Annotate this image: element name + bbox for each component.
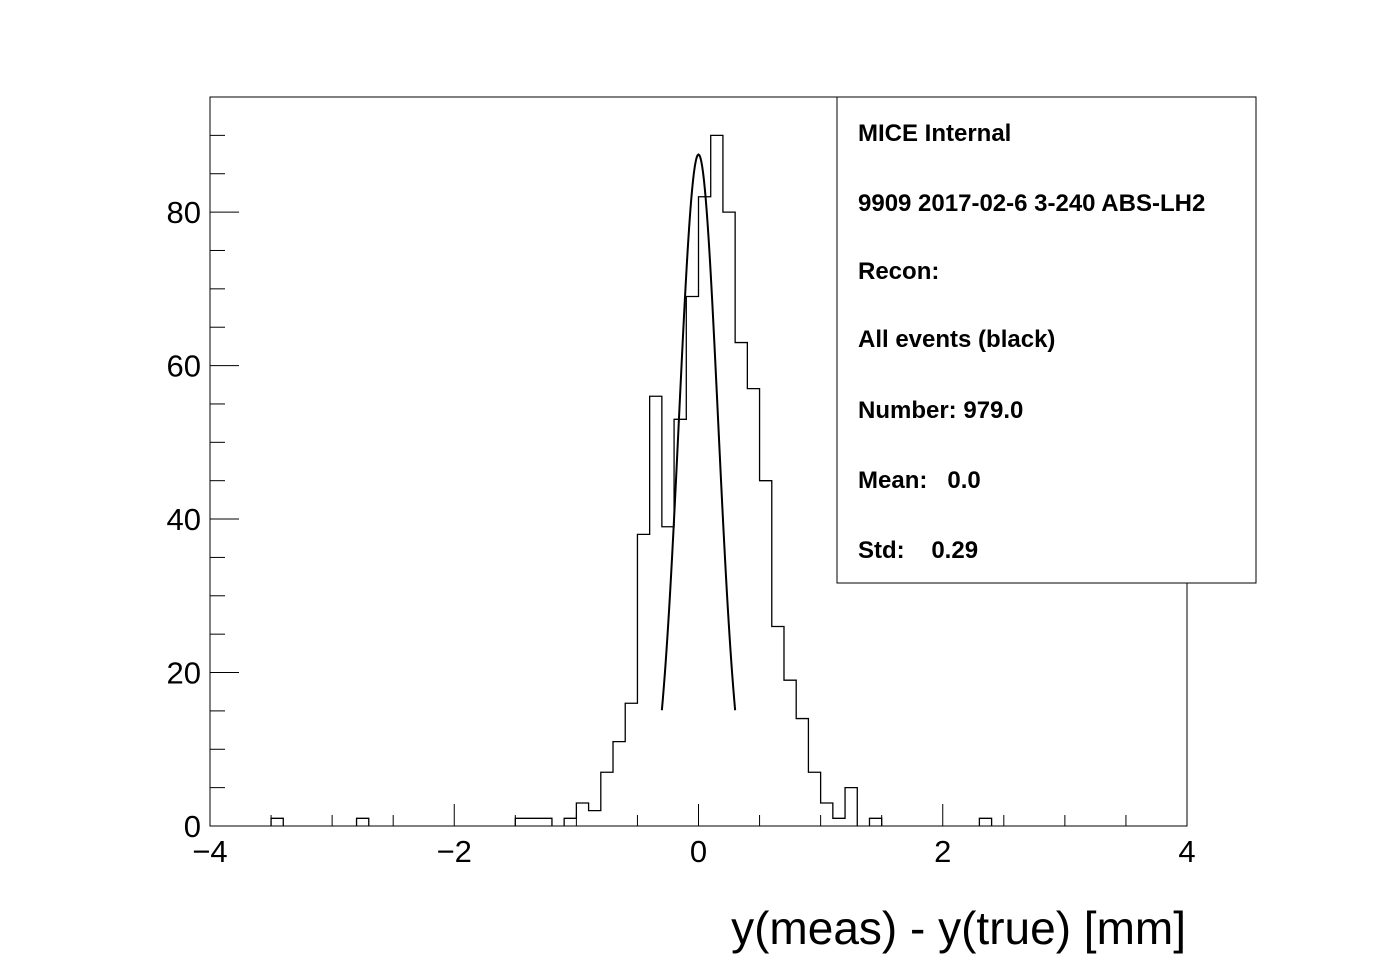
legend-line-6: Mean: 0.0 [858,467,981,494]
x-tick-label: 2 [934,834,951,869]
legend-line-5: Number: 979.0 [858,397,1023,424]
x-tick-label: 4 [1178,834,1195,869]
legend-line-1: MICE Internal [858,120,1011,147]
y-tick-label: 20 [167,656,201,691]
legend-frame [836,96,1257,584]
gaussian-fit-curve [660,153,737,711]
y-tick-label: 40 [167,502,201,537]
legend-line-4: All events (black) [858,326,1055,353]
x-tick-label: −2 [437,834,472,869]
x-tick-label: −4 [192,834,227,869]
x-axis-tick-labels: −4 −2 0 2 4 [192,834,1195,869]
y-axis-ticks [210,96,239,827]
legend-line-7: Std: 0.29 [858,537,978,564]
y-tick-label: 60 [167,349,201,384]
legend-line-2: 9909 2017-02-6 3-240 ABS-LH2 [858,190,1205,217]
x-axis-title: y(meas) - y(true) [mm] [731,902,1186,954]
legend-box: MICE Internal 9909 2017-02-6 3-240 ABS-L… [836,96,1257,584]
y-tick-label: 0 [184,809,201,844]
histogram-series [270,134,993,826]
y-tick-label: 80 [167,195,201,230]
x-tick-label: 0 [690,834,707,869]
y-axis-tick-labels: 0 20 40 60 80 [167,195,201,844]
legend-line-3: Recon: [858,258,939,285]
